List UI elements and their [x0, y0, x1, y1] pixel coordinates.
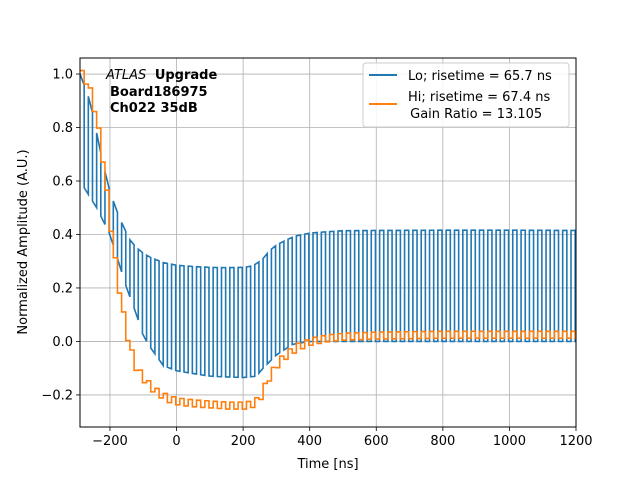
annotation-atlas: ATLAS	[105, 68, 146, 83]
legend-label-lo: Lo; risetime = 65.7 ns	[408, 69, 552, 84]
legend: Lo; risetime = 65.7 ns Hi; risetime = 67…	[362, 62, 570, 128]
x-tick-label: 0	[172, 434, 180, 449]
annotation-line-1: ATLAS Upgrade	[105, 68, 217, 83]
legend-label-hi: Hi; risetime = 67.4 ns	[408, 90, 550, 105]
x-tick-label: 600	[364, 434, 389, 449]
series-layer	[80, 69, 576, 410]
x-tick-label: 1200	[559, 434, 592, 449]
y-tick-label: 0.4	[52, 228, 73, 243]
y-tick-label: 0.6	[52, 175, 73, 190]
x-tick-label: −200	[92, 434, 128, 449]
y-tick-label: 1.0	[52, 68, 73, 83]
annotation: ATLAS Upgrade Board186975 Ch022 35dB	[105, 68, 217, 116]
annotation-board: Board186975	[110, 85, 208, 100]
axis-ticks: −200 0 200 400 600 800 1000 1200 −0.2 0.0 0.2 0.4 0.…	[41, 68, 592, 449]
x-axis-label: Time [ns]	[296, 457, 358, 472]
y-axis-label: Normalized Amplitude (A.U.)	[16, 149, 31, 334]
x-tick-label: 1000	[493, 434, 526, 449]
plot-frame	[79, 57, 577, 428]
x-tick-label: 200	[231, 434, 256, 449]
y-tick-label: 0.2	[52, 281, 73, 296]
y-tick-label: −0.2	[41, 388, 73, 403]
annotation-channel: Ch022 35dB	[110, 101, 198, 116]
y-tick-label: 0.0	[52, 335, 73, 350]
y-tick-label: 0.8	[52, 121, 73, 136]
series-hi-line	[80, 69, 576, 410]
annotation-upgrade: Upgrade	[155, 68, 218, 83]
x-tick-label: 800	[430, 434, 455, 449]
x-tick-label: 400	[297, 434, 322, 449]
legend-label-gain-ratio: Gain Ratio = 13.105	[406, 107, 542, 122]
series-lo-line	[80, 73, 576, 379]
legend-box	[362, 62, 570, 128]
